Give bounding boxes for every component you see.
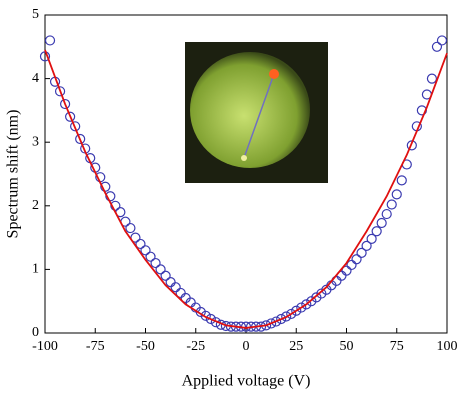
y-axis-label: Spectrum shift (nm) — [5, 110, 22, 239]
data-point — [165, 277, 176, 288]
y-tick-label: 4 — [32, 71, 39, 86]
data-point — [391, 189, 402, 200]
data-point — [371, 226, 382, 237]
data-point — [366, 233, 377, 244]
data-point — [376, 217, 387, 229]
x-tick-label: 100 — [437, 339, 458, 354]
data-point — [271, 316, 282, 327]
data-point — [436, 35, 448, 46]
data-point — [276, 313, 287, 325]
x-tick-label: 25 — [289, 339, 303, 354]
y-tick-label: 5 — [32, 7, 39, 22]
data-point — [266, 318, 277, 329]
data-point — [351, 254, 362, 265]
x-tick-label: 50 — [340, 339, 354, 354]
data-point — [281, 311, 292, 322]
data-point — [44, 35, 56, 46]
data-point — [140, 245, 151, 256]
y-tick-label: 2 — [32, 198, 39, 213]
x-tick-label: 0 — [243, 339, 250, 354]
data-point — [346, 259, 357, 271]
fit-line — [44, 49, 448, 329]
data-point — [200, 310, 211, 321]
data-point — [150, 257, 161, 269]
x-tick-label: -25 — [186, 339, 205, 354]
y-tick-label: 1 — [32, 262, 39, 277]
data-point — [296, 302, 307, 313]
data-point — [381, 208, 392, 220]
data-point — [160, 270, 171, 281]
data-point — [356, 247, 367, 258]
x-tick-label: -75 — [86, 339, 105, 354]
data-point — [361, 240, 372, 251]
data-point — [70, 121, 81, 132]
y-tick-label: 0 — [32, 325, 39, 340]
data-point — [155, 264, 166, 275]
data-point — [59, 98, 71, 110]
x-axis-label: Applied voltage (V) — [182, 373, 311, 390]
data-point — [291, 305, 302, 316]
data-point — [205, 313, 216, 325]
x-tick-label: -50 — [136, 339, 155, 354]
data-point — [301, 299, 312, 310]
data-point — [431, 41, 443, 52]
data-point — [341, 265, 352, 276]
inset-photo — [185, 42, 328, 183]
data-point — [386, 199, 397, 210]
x-tick-label: -100 — [32, 339, 58, 354]
data-point — [170, 282, 181, 293]
data-point — [426, 73, 438, 84]
data-point — [135, 238, 146, 250]
data-point — [125, 222, 136, 234]
data-point — [396, 175, 407, 186]
data-point — [75, 133, 86, 145]
data-point — [65, 111, 76, 122]
data-point — [54, 86, 66, 97]
data-point — [286, 308, 297, 320]
data-point — [145, 251, 156, 262]
y-tick-label: 3 — [32, 134, 39, 149]
x-tick-label: 75 — [390, 339, 404, 354]
